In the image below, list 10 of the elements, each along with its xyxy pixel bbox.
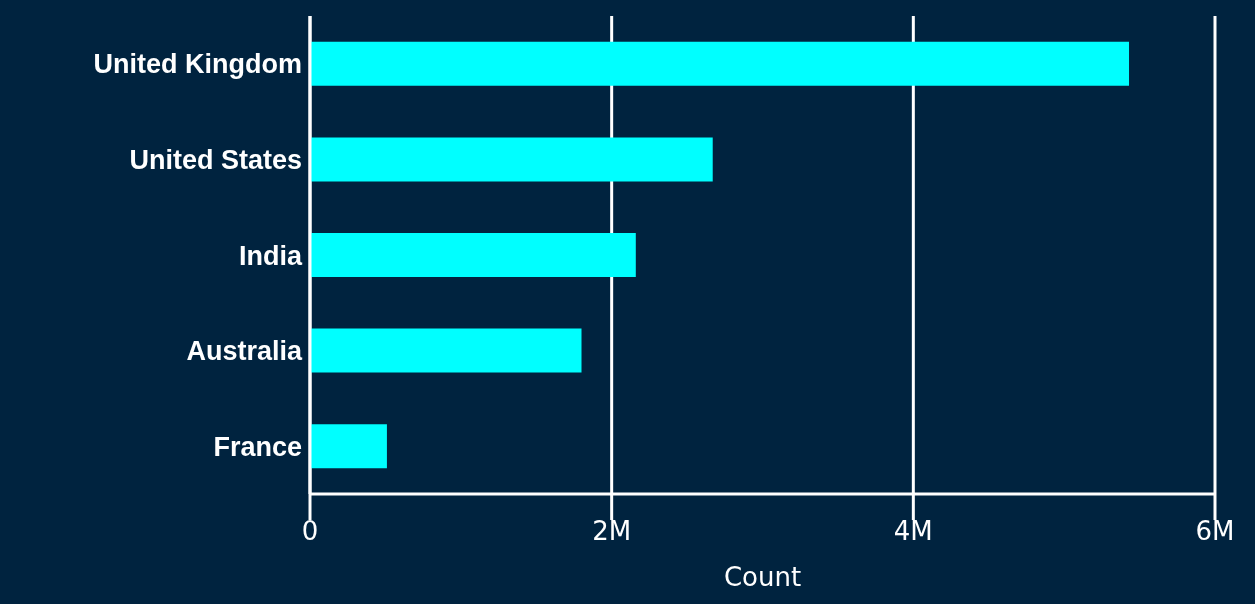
y-tick-label: United States bbox=[129, 144, 302, 175]
x-tick-label: 0 bbox=[301, 516, 319, 547]
y-tick-label: United Kingdom bbox=[93, 49, 302, 80]
y-tick-label: France bbox=[213, 431, 302, 462]
y-tick-label: India bbox=[238, 240, 303, 271]
x-tick-label: 4M bbox=[893, 516, 933, 547]
x-tick-label: 6M bbox=[1195, 516, 1235, 547]
x-axis-title: Count bbox=[723, 562, 802, 592]
y-tick-label: Australia bbox=[186, 336, 303, 367]
x-tick-label: 2M bbox=[592, 516, 632, 547]
